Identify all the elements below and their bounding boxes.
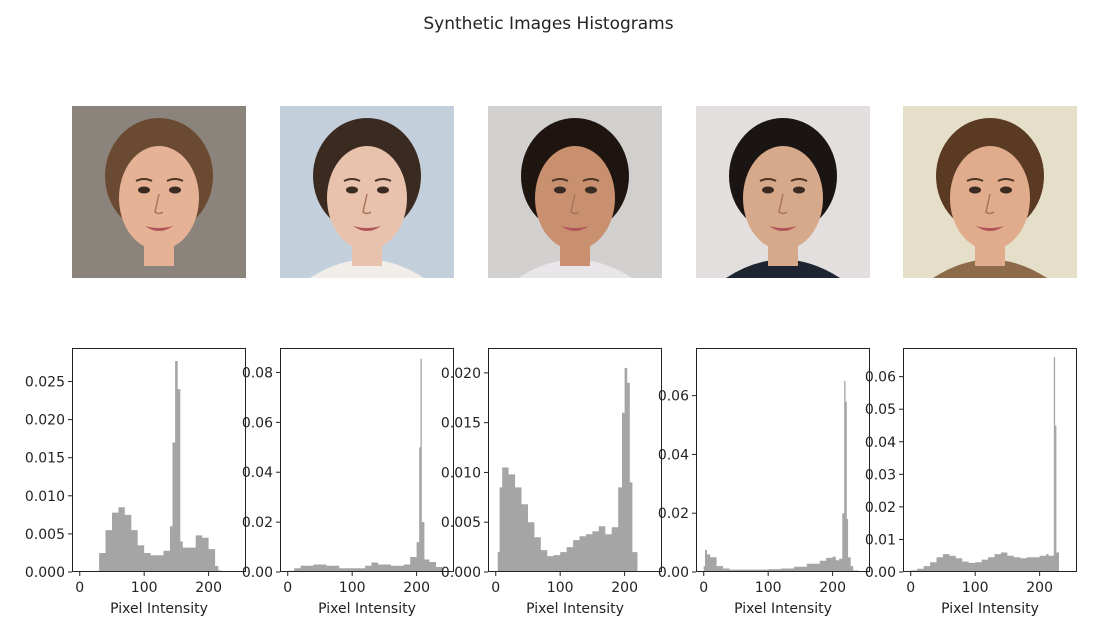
- right-eye: [1000, 187, 1012, 194]
- right-eye: [377, 187, 389, 194]
- y-tick-label: 0.000: [441, 565, 481, 581]
- y-tick-label: 0.06: [242, 415, 273, 431]
- left-eye: [762, 187, 774, 194]
- right-eye: [793, 187, 805, 194]
- x-tick-label: 100: [755, 580, 782, 596]
- y-tick-label: 0.03: [865, 467, 896, 483]
- y-tick-label: 0.025: [25, 375, 65, 391]
- histogram-3: 0.000 0.005 0.010 0.015 0.020 0 100 200: [488, 348, 662, 572]
- y-tick-label: 0.05: [865, 402, 896, 418]
- face-2-picture: [280, 106, 454, 278]
- face-4-picture: [696, 106, 870, 278]
- y-tick-label: 0.00: [242, 565, 273, 581]
- x-tick-label: 100: [339, 580, 366, 596]
- x-tick-label: 200: [819, 580, 846, 596]
- histogram-4: 0.00 0.02 0.04 0.06 0 100 200: [696, 348, 870, 572]
- y-tick-label: 0.01: [865, 532, 896, 548]
- histogram-2: 0.00 0.02 0.04 0.06 0.08 0 100 200: [280, 348, 454, 572]
- histogram-plot: 0.00 0.01 0.02 0.03 0.04 0.05 0.06 0 100 200: [903, 348, 1077, 602]
- y-tick-label: 0.005: [441, 515, 481, 531]
- y-tick-label: 0.010: [441, 465, 481, 481]
- face: [950, 146, 1030, 250]
- x-tick-label: 0: [283, 580, 292, 596]
- histogram-5: 0.00 0.01 0.02 0.03 0.04 0.05 0.06 0 100 200: [903, 348, 1077, 572]
- y-tick-label: 0.04: [865, 435, 896, 451]
- x-tick-label: 0: [906, 580, 915, 596]
- x-tick-label: 0: [491, 580, 500, 596]
- histogram-bars: [93, 361, 223, 572]
- x-tick-label: 100: [962, 580, 989, 596]
- face: [119, 146, 199, 250]
- histogram-plot: 0.00 0.02 0.04 0.06 0.08 0 100 200: [280, 348, 454, 602]
- x-axis-label-5: Pixel Intensity: [903, 601, 1077, 617]
- y-tick-label: 0.000: [25, 565, 65, 581]
- x-tick-label: 100: [131, 580, 158, 596]
- y-tick-label: 0.00: [658, 565, 689, 581]
- face-image-1: [72, 106, 246, 278]
- x-tick-label: 0: [699, 580, 708, 596]
- face: [743, 146, 823, 250]
- axes-frame: [281, 349, 454, 572]
- histogram-plot: 0.00 0.02 0.04 0.06 0 100 200: [696, 348, 870, 602]
- face-image-3: [488, 106, 662, 278]
- y-tick-label: 0.06: [658, 389, 689, 405]
- face-image-4: [696, 106, 870, 278]
- histogram-bars: [704, 381, 860, 572]
- x-tick-label: 200: [195, 580, 222, 596]
- right-eye: [169, 187, 181, 194]
- left-eye: [554, 187, 566, 194]
- face-image-5: [903, 106, 1077, 278]
- y-tick-label: 0.08: [242, 365, 273, 381]
- right-eye: [585, 187, 597, 194]
- x-tick-label: 0: [75, 580, 84, 596]
- histogram-bars: [496, 368, 639, 572]
- x-axis-label-2: Pixel Intensity: [280, 601, 454, 617]
- x-axis-label-1: Pixel Intensity: [72, 601, 246, 617]
- x-tick-label: 200: [1026, 580, 1053, 596]
- histogram-bars: [288, 359, 444, 572]
- histogram-plot: 0.000 0.005 0.010 0.015 0.020 0 100 200: [488, 348, 662, 602]
- y-tick-label: 0.02: [242, 515, 273, 531]
- y-tick-label: 0.00: [865, 565, 896, 581]
- axes-frame: [73, 349, 246, 572]
- x-tick-label: 200: [611, 580, 638, 596]
- histogram-bars: [911, 357, 1061, 572]
- face: [535, 146, 615, 250]
- left-eye: [346, 187, 358, 194]
- histogram-plot: 0.0000.0050.0100.0150.0200.0250 100 200: [72, 348, 246, 602]
- x-tick-label: 100: [547, 580, 574, 596]
- x-axis-label-4: Pixel Intensity: [696, 601, 870, 617]
- y-tick-label: 0.020: [441, 366, 481, 382]
- y-tick-label: 0.06: [865, 370, 896, 386]
- left-eye: [138, 187, 150, 194]
- y-tick-label: 0.04: [242, 465, 273, 481]
- y-tick-label: 0.015: [25, 451, 65, 467]
- x-tick-label: 200: [403, 580, 430, 596]
- left-eye: [969, 187, 981, 194]
- face-image-2: [280, 106, 454, 278]
- y-tick-label: 0.005: [25, 527, 65, 543]
- y-tick-label: 0.02: [658, 506, 689, 522]
- face-1-picture: [72, 106, 246, 278]
- y-tick-label: 0.02: [865, 500, 896, 516]
- face-5-picture: [903, 106, 1077, 278]
- y-tick-label: 0.015: [441, 416, 481, 432]
- y-tick-label: 0.020: [25, 413, 65, 429]
- face-3-picture: [488, 106, 662, 278]
- figure-title: Synthetic Images Histograms: [0, 14, 1097, 34]
- axes-frame: [904, 349, 1077, 572]
- y-tick-label: 0.04: [658, 447, 689, 463]
- x-axis-label-3: Pixel Intensity: [488, 601, 662, 617]
- y-tick-label: 0.010: [25, 489, 65, 505]
- histogram-1: 0.000 0.005 0.010 0.015 0.020 0.025 0 100 200: [72, 348, 246, 572]
- face: [327, 146, 407, 250]
